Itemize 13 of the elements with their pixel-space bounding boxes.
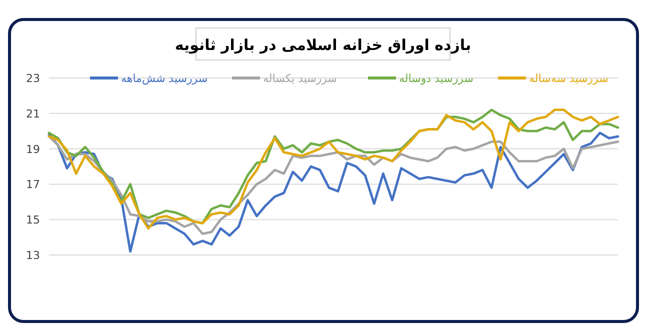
legend-label: سررسید شش‌ماهه <box>121 72 208 85</box>
y-tick-label: 19 <box>26 142 40 156</box>
line-series <box>48 132 620 253</box>
y-tick-label: 15 <box>26 214 40 227</box>
legend-label: سررسید یکساله <box>263 72 337 85</box>
y-tick-label: 17 <box>26 178 40 192</box>
legend-label: سررسید سه‌ساله <box>529 72 608 85</box>
y-tick-label: 23 <box>26 72 40 85</box>
chart-title: بازده اوراق خزانه اسلامی در بازار ثانویه <box>174 36 472 54</box>
line-series <box>48 135 620 235</box>
y-tick-label: 21 <box>26 107 40 120</box>
legend-label: سررسید دوساله <box>399 72 474 85</box>
y-tick-label: 13 <box>26 249 40 262</box>
